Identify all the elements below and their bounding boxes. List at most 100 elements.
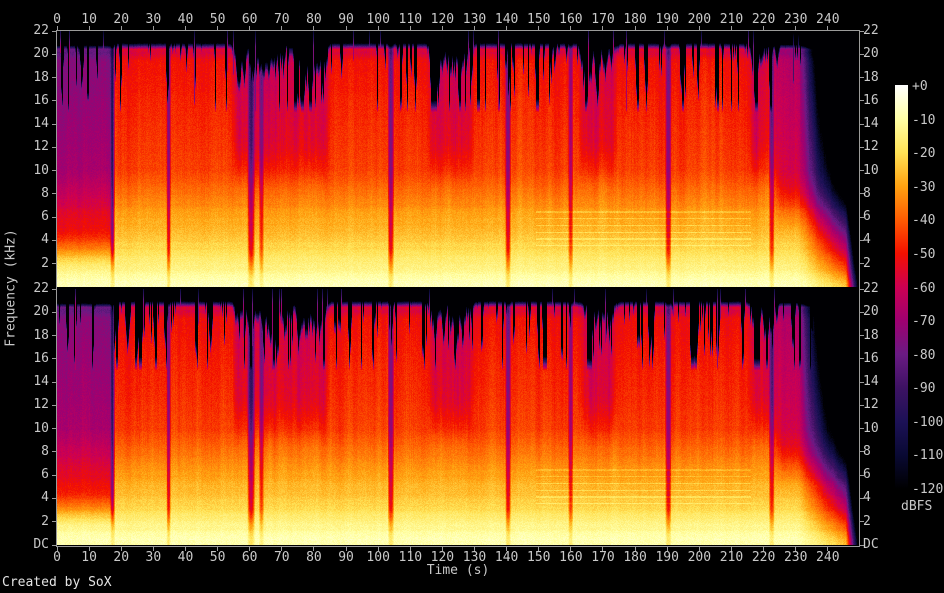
colorbar-tick-label: -120 bbox=[912, 482, 944, 497]
x-tick-label-top: 50 bbox=[209, 12, 226, 27]
y-tick-right bbox=[860, 288, 864, 290]
y-tick-right bbox=[860, 100, 864, 102]
x-tick-label-top: 30 bbox=[145, 12, 162, 27]
x-tick-top bbox=[345, 26, 347, 30]
y-tick-right bbox=[860, 30, 864, 32]
y-tick-label-left: 2 bbox=[41, 513, 49, 529]
x-tick-top bbox=[184, 26, 186, 30]
x-tick-bottom bbox=[698, 547, 700, 551]
x-tick-top bbox=[120, 26, 122, 30]
y-tick-label-left: 4 bbox=[41, 232, 49, 248]
y-tick-label-dc-right: DC bbox=[863, 537, 879, 552]
y-tick-label-left: 20 bbox=[33, 46, 49, 62]
x-axis-title: Time (s) bbox=[426, 563, 490, 578]
y-tick-label-left: 6 bbox=[41, 467, 49, 483]
y-tick-right bbox=[860, 451, 864, 453]
y-tick-label-right: 16 bbox=[863, 350, 879, 366]
x-tick-label-top: 200 bbox=[687, 12, 712, 27]
x-tick-label-top: 20 bbox=[113, 12, 130, 27]
x-tick-label-top: 120 bbox=[430, 12, 455, 27]
y-tick-label-left: 12 bbox=[33, 397, 49, 413]
y-tick-right bbox=[860, 428, 864, 430]
y-tick-right bbox=[860, 216, 864, 218]
y-tick-label-left: 8 bbox=[41, 185, 49, 201]
x-tick-bottom bbox=[88, 547, 90, 551]
x-tick-top bbox=[217, 26, 219, 30]
y-tick-label-right: 12 bbox=[863, 139, 879, 155]
x-tick-label-bottom: 50 bbox=[209, 550, 226, 565]
x-tick-label-bottom: 170 bbox=[591, 550, 615, 565]
y-tick-left bbox=[52, 170, 56, 172]
x-tick-label-bottom: 120 bbox=[430, 550, 455, 565]
y-tick-right bbox=[860, 53, 864, 55]
x-tick-bottom bbox=[441, 547, 443, 551]
colorbar-tick-label: -40 bbox=[912, 213, 936, 229]
x-tick-label-top: 180 bbox=[623, 12, 647, 27]
x-tick-label-top: 160 bbox=[559, 12, 583, 27]
colorbar-tick-label: -70 bbox=[912, 314, 936, 330]
x-tick-top bbox=[538, 26, 540, 30]
x-tick-bottom bbox=[730, 547, 732, 551]
y-tick-left bbox=[52, 77, 56, 79]
y-tick-label-right: 10 bbox=[863, 420, 879, 436]
y-tick-left bbox=[52, 521, 56, 523]
y-tick-label-right: 20 bbox=[863, 304, 879, 320]
y-axis-title: Frequency (kHz) bbox=[3, 229, 19, 347]
x-tick-bottom bbox=[602, 547, 604, 551]
x-tick-label-bottom: 140 bbox=[494, 550, 519, 565]
x-tick-top bbox=[88, 26, 90, 30]
colorbar-title: dBFS bbox=[901, 499, 933, 514]
y-tick-right bbox=[860, 544, 864, 546]
y-tick-label-dc-left: DC bbox=[33, 537, 49, 552]
y-tick-left bbox=[52, 216, 56, 218]
y-tick-left bbox=[52, 239, 56, 241]
y-tick-left bbox=[52, 53, 56, 55]
x-tick-label-top: 170 bbox=[591, 12, 615, 27]
y-tick-left bbox=[52, 263, 56, 265]
y-tick-left bbox=[52, 474, 56, 476]
x-tick-label-bottom: 70 bbox=[273, 550, 290, 565]
x-tick-label-top: 210 bbox=[719, 12, 744, 27]
x-tick-bottom bbox=[152, 547, 154, 551]
x-tick-bottom bbox=[281, 547, 283, 551]
x-tick-label-top: 130 bbox=[462, 12, 487, 27]
y-tick-right bbox=[860, 335, 864, 337]
x-tick-bottom bbox=[795, 547, 797, 551]
y-tick-label-right: 10 bbox=[863, 162, 879, 178]
x-tick-label-top: 40 bbox=[177, 12, 194, 27]
y-tick-label-right: 2 bbox=[863, 255, 871, 271]
y-tick-label-left: 10 bbox=[33, 420, 49, 436]
y-tick-label-right: 8 bbox=[863, 185, 871, 201]
y-tick-left bbox=[52, 497, 56, 499]
y-tick-right bbox=[860, 77, 864, 79]
y-tick-label-right: 20 bbox=[863, 46, 879, 62]
x-tick-label-bottom: 40 bbox=[177, 550, 194, 565]
y-tick-label-left: 12 bbox=[33, 139, 49, 155]
x-tick-top bbox=[152, 26, 154, 30]
x-tick-bottom bbox=[409, 547, 411, 551]
y-tick-left bbox=[52, 123, 56, 125]
y-tick-right bbox=[860, 474, 864, 476]
y-tick-label-left: 2 bbox=[41, 255, 49, 271]
y-tick-label-right: 14 bbox=[863, 116, 879, 132]
x-tick-top bbox=[441, 26, 443, 30]
x-tick-bottom bbox=[763, 547, 765, 551]
y-tick-label-right: 6 bbox=[863, 209, 871, 225]
x-tick-top bbox=[249, 26, 251, 30]
x-tick-label-bottom: 90 bbox=[338, 550, 354, 565]
y-tick-label-left: 10 bbox=[33, 162, 49, 178]
y-tick-left bbox=[52, 288, 56, 290]
y-tick-right bbox=[860, 358, 864, 360]
colorbar-tick-label: +0 bbox=[912, 79, 928, 94]
x-tick-label-top: 70 bbox=[273, 12, 290, 27]
x-tick-label-bottom: 80 bbox=[306, 550, 322, 565]
y-tick-left bbox=[52, 335, 56, 337]
x-tick-top bbox=[409, 26, 411, 30]
y-tick-left bbox=[52, 358, 56, 360]
x-tick-bottom bbox=[120, 547, 122, 551]
y-tick-right bbox=[860, 311, 864, 313]
x-tick-label-top: 80 bbox=[306, 12, 322, 27]
colorbar-tick-label: -50 bbox=[912, 246, 936, 262]
x-tick-bottom bbox=[474, 547, 476, 551]
